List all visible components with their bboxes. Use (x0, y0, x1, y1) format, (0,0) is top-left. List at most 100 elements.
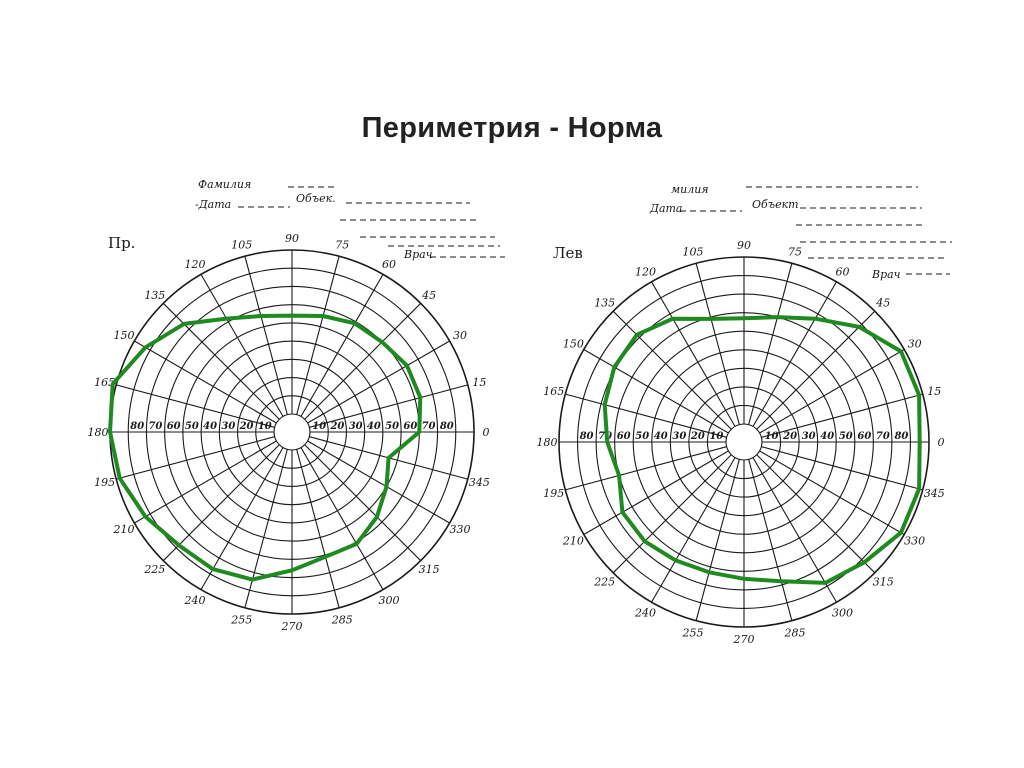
left-angle-label-165: 165 (543, 385, 564, 398)
right-angle-label-225: 225 (143, 563, 165, 576)
left-meridian-345 (761, 446, 923, 491)
right-meridian-45 (304, 302, 422, 420)
left-axis-left-30: 30 (672, 431, 686, 442)
right-axis-right-30: 30 (349, 421, 363, 432)
right-date-label: -Дата (195, 198, 231, 211)
left-angle-label-345: 345 (924, 487, 945, 500)
left-angle-label-15: 15 (927, 385, 941, 398)
right-angle-label-270: 270 (281, 620, 303, 633)
right-angle-label-285: 285 (331, 613, 353, 626)
right-meridian-105 (244, 256, 288, 415)
right-angle-label-45: 45 (421, 289, 436, 302)
left-angle-label-180: 180 (537, 436, 558, 449)
right-angle-label-75: 75 (335, 239, 349, 252)
left-meridian-225 (612, 454, 732, 574)
left-meridian-75 (748, 263, 793, 425)
left-angle-label-315: 315 (873, 575, 894, 588)
right-angle-label-30: 30 (453, 329, 467, 342)
left-axis-left-80: 80 (580, 431, 594, 442)
left-meridian-210 (583, 450, 729, 535)
left-doctor-label: Врач (871, 268, 901, 281)
right-meridian-225 (162, 444, 280, 562)
left-meridian-240 (651, 457, 736, 603)
left-meridian-150 (583, 349, 729, 434)
right-surname-label: Фамилия (198, 178, 251, 191)
right-axis-left-50: 50 (185, 421, 199, 432)
left-visual-field-boundary (602, 315, 922, 585)
right-angle-label-180: 180 (88, 426, 109, 439)
left-angle-label-45: 45 (875, 297, 890, 310)
right-axis-right-40: 40 (367, 421, 381, 432)
right-axis-left-10: 10 (258, 421, 272, 432)
left-angle-label-255: 255 (682, 626, 704, 639)
left-axis-right-20: 20 (782, 431, 797, 442)
left-axis-right-60: 60 (857, 431, 871, 442)
left-surname-label: милия (671, 183, 709, 196)
left-angle-label-0: 0 (938, 436, 945, 449)
right-axis-right-50: 50 (385, 421, 399, 432)
right-angle-label-255: 255 (230, 613, 252, 626)
right-angle-label-240: 240 (184, 594, 206, 607)
right-axis-right-10: 10 (312, 421, 326, 432)
left-meridian-315 (756, 454, 876, 574)
left-meridian-60 (752, 281, 837, 427)
left-meridian-165 (565, 393, 727, 438)
right-axis-right-60: 60 (403, 421, 417, 432)
right-angle-label-90: 90 (285, 232, 299, 245)
left-meridian-120 (651, 281, 736, 427)
left-meridian-330 (759, 450, 905, 535)
right-meridian-120 (200, 274, 284, 417)
right-angle-label-0: 0 (483, 426, 490, 439)
left-axis-right-70: 70 (876, 431, 890, 442)
left-date-label: Дата (649, 202, 683, 215)
right-angle-label-165: 165 (94, 376, 115, 389)
right-angle-label-345: 345 (469, 476, 490, 489)
left-form-lines (680, 186, 952, 275)
right-meridian-165 (116, 384, 275, 428)
left-meridian-255 (695, 459, 740, 621)
right-meridian-210 (134, 440, 277, 524)
left-angle-label-210: 210 (562, 535, 584, 548)
right-angle-label-315: 315 (419, 563, 440, 576)
right-visual-field-boundary (108, 313, 423, 582)
right-angle-label-60: 60 (382, 258, 396, 271)
right-angle-label-15: 15 (472, 376, 486, 389)
left-angle-label-150: 150 (563, 338, 584, 351)
right-object-label: Объек. (296, 192, 336, 205)
right-axis-right-70: 70 (422, 421, 436, 432)
left-axis-right-80: 80 (894, 431, 908, 442)
left-meridian-30 (759, 349, 905, 434)
left-angle-label-300: 300 (832, 607, 853, 620)
left-angle-label-240: 240 (634, 607, 656, 620)
right-axis-left-80: 80 (130, 421, 144, 432)
left-axis-left-50: 50 (635, 431, 649, 442)
right-angle-label-330: 330 (450, 523, 471, 536)
left-angle-label-195: 195 (543, 487, 564, 500)
left-eye-form: Лев милия Дата Объект Врач (553, 183, 952, 281)
right-axis-left-20: 20 (239, 421, 254, 432)
left-meridian-300 (752, 457, 837, 603)
left-axis-right-40: 40 (820, 431, 834, 442)
right-meridian-30 (307, 340, 450, 424)
right-ring-0 (273, 413, 311, 451)
right-meridian-195 (116, 436, 275, 480)
left-meridian-105 (695, 263, 740, 425)
left-axis-right-10: 10 (765, 431, 779, 442)
page-title: Периметрия - Норма (361, 112, 663, 144)
right-meridian-150 (134, 340, 277, 424)
left-angle-label-60: 60 (836, 265, 850, 278)
right-meridian-300 (300, 447, 384, 590)
left-axis-right-50: 50 (839, 431, 853, 442)
right-meridian-75 (296, 256, 340, 415)
right-angle-label-300: 300 (379, 594, 400, 607)
left-axis-left-20: 20 (690, 431, 705, 442)
left-axis-left-60: 60 (617, 431, 631, 442)
right-meridian-60 (300, 274, 384, 417)
right-eye-form: Пр. Фамилия -Дата Объек. Врач (108, 178, 505, 261)
right-eye-label: Пр. (108, 234, 135, 252)
left-angle-label-105: 105 (683, 246, 704, 259)
right-axis-right-20: 20 (329, 421, 344, 432)
left-angle-label-285: 285 (783, 626, 805, 639)
right-meridian-315 (304, 444, 422, 562)
